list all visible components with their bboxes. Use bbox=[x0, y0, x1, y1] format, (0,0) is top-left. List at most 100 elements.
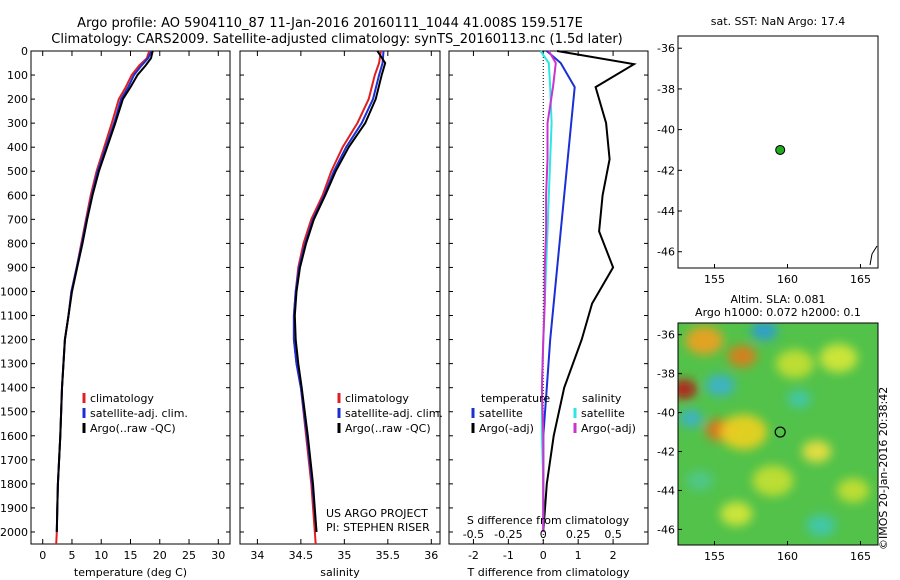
sst-title: sat. SST: NaN Argo: 17.4 bbox=[711, 15, 845, 28]
map-y-tick-label: -46 bbox=[657, 523, 675, 536]
legend-header-temperature: temperature bbox=[481, 392, 550, 405]
temperature-profile-legend-label: satellite-adj. clim. bbox=[90, 407, 188, 420]
s-axis-label: S difference from climatology bbox=[467, 514, 630, 527]
x-tick-label: 0 bbox=[39, 549, 46, 562]
map-x-tick-label: 155 bbox=[704, 550, 725, 563]
x-axis-label: salinity bbox=[320, 566, 360, 579]
x-tick-label: -1 bbox=[503, 549, 514, 562]
map-y-tick-label: -36 bbox=[657, 42, 675, 55]
x-tick-label: 30 bbox=[211, 549, 225, 562]
s-tick-label: 0.25 bbox=[566, 528, 591, 541]
pi-label: PI: STEPHEN RISER bbox=[326, 521, 430, 534]
map-x-tick-label: 160 bbox=[777, 550, 798, 563]
temperature-legend-label: Argo(-adj) bbox=[479, 422, 534, 435]
s-tick-label: -0.5 bbox=[463, 528, 484, 541]
y-tick-label: 100 bbox=[7, 69, 28, 82]
y-tick-label: 1600 bbox=[0, 430, 28, 443]
sla-anomaly-blob bbox=[750, 323, 778, 341]
copyright-text: ©IMOS 20-Jan-2016 20:38:42 bbox=[877, 387, 890, 550]
y-tick-label: 1400 bbox=[0, 382, 28, 395]
map-y-tick-label: -46 bbox=[657, 246, 675, 259]
sst-location-map-frame bbox=[677, 35, 879, 269]
x-tick-label: 15 bbox=[124, 549, 138, 562]
map-y-tick-label: -38 bbox=[657, 368, 675, 381]
x-axis-label: temperature (deg C) bbox=[74, 566, 187, 579]
y-tick-label: 200 bbox=[7, 93, 28, 106]
temperature-legend-label: satellite bbox=[479, 407, 523, 420]
salinity-profile-legend-label: climatology bbox=[345, 392, 409, 405]
difference-profile-panel: -2 -1 0 1 2 T difference from climatology -0.5… bbox=[448, 50, 649, 579]
sla-anomaly-blob bbox=[679, 409, 703, 428]
sla-anomaly-blob bbox=[787, 390, 811, 408]
s-tick-label: 0.5 bbox=[604, 528, 622, 541]
salinity-legend-label: Argo(-adj) bbox=[581, 422, 636, 435]
series-line-t-argo-adj- bbox=[542, 50, 637, 533]
x-tick-label: 34.5 bbox=[289, 549, 314, 562]
map-x-tick-label: 155 bbox=[704, 273, 725, 286]
map-y-tick-label: -42 bbox=[657, 446, 675, 459]
copyright-label: ©IMOS 20-Jan-2016 20:38:42 bbox=[877, 387, 890, 550]
y-tick-label: 1000 bbox=[0, 285, 28, 298]
map-y-tick-label: -36 bbox=[657, 329, 675, 342]
x-tick-label: 0 bbox=[540, 549, 547, 562]
salinity-profile-frame bbox=[239, 50, 441, 545]
x-tick-label: 2 bbox=[610, 549, 617, 562]
sst-profile-location bbox=[775, 144, 786, 155]
s-tick-label: 0 bbox=[540, 528, 547, 541]
sla-anomaly-blob bbox=[727, 345, 757, 368]
y-tick-label: 400 bbox=[7, 141, 28, 154]
y-tick-label: 1900 bbox=[0, 502, 28, 515]
sla-anomaly-blob bbox=[685, 326, 724, 355]
s-tick-label: -0.25 bbox=[494, 528, 522, 541]
y-tick-label: 500 bbox=[7, 165, 28, 178]
coastline bbox=[869, 245, 878, 266]
y-tick-label: 900 bbox=[7, 261, 28, 274]
map-x-tick-label: 165 bbox=[850, 273, 871, 286]
y-tick-label: 1300 bbox=[0, 358, 28, 371]
sla-anomaly-blob bbox=[837, 478, 870, 503]
map-y-tick-label: -40 bbox=[657, 407, 675, 420]
header-line1: Argo profile: AO 5904110_87 11-Jan-2016 … bbox=[77, 16, 583, 31]
y-tick-label: 1800 bbox=[0, 478, 28, 491]
x-tick-label: 10 bbox=[94, 549, 108, 562]
map-x-tick-label: 160 bbox=[777, 273, 798, 286]
y-tick-label: 1500 bbox=[0, 406, 28, 419]
y-tick-label: 600 bbox=[7, 189, 28, 202]
x-axis-label: T difference from climatology bbox=[467, 566, 630, 579]
temperature-profile-legend-label: climatology bbox=[90, 392, 154, 405]
header-line2: Climatology: CARS2009. Satellite-adjuste… bbox=[51, 32, 623, 47]
series-line-s-satellite bbox=[539, 50, 553, 532]
map-y-tick-label: -44 bbox=[657, 205, 675, 218]
sla-field bbox=[678, 323, 878, 545]
map-y-tick-label: -42 bbox=[657, 164, 675, 177]
sla-profile-location bbox=[774, 426, 786, 438]
sla-map-frame bbox=[677, 322, 879, 546]
x-tick-label: -2 bbox=[468, 549, 479, 562]
salinity-profile-legend-label: Argo(..raw -QC) bbox=[345, 422, 431, 435]
y-tick-label: 1100 bbox=[0, 310, 28, 323]
x-tick-label: 34 bbox=[250, 549, 264, 562]
sla-blobs bbox=[678, 323, 870, 537]
project-label: US ARGO PROJECT bbox=[326, 507, 428, 520]
sla-anomaly-blob bbox=[720, 414, 768, 450]
y-tick-label: 300 bbox=[7, 117, 28, 130]
sla-anomaly-blob bbox=[819, 343, 858, 373]
sla-anomaly-blob bbox=[705, 374, 735, 397]
sla-title-line1: Altim. SLA: 0.081 bbox=[730, 293, 825, 306]
temperature-profile-panel: 0 5 10 15 20 25 30 temperature (deg C) 0 100 200 30… bbox=[0, 45, 231, 579]
sla-anomaly-blob bbox=[775, 349, 814, 379]
map-x-tick-label: 165 bbox=[850, 550, 871, 563]
sst-location-map-panel: sat. SST: NaN Argo: 17.4 155 160 165 -36 -38 -… bbox=[657, 15, 879, 286]
y-tick-label: 700 bbox=[7, 213, 28, 226]
sla-anomaly-blob bbox=[752, 465, 794, 497]
map-y-tick-label: -44 bbox=[657, 484, 675, 497]
x-tick-label: 25 bbox=[182, 549, 196, 562]
sla-title-line2: Argo h1000: 0.072 h2000: 0.1 bbox=[695, 306, 861, 319]
series-line-s-argo-adj- bbox=[540, 50, 557, 532]
salinity-legend-label: satellite bbox=[581, 407, 625, 420]
salinity-profile-legend-label: satellite-adj. clim. bbox=[345, 407, 443, 420]
salinity-profile-panel: 34 34.5 35 35.5 36 salinity climatology satelli… bbox=[239, 50, 443, 579]
map-y-tick-label: -40 bbox=[657, 124, 675, 137]
sla-anomaly-blob bbox=[678, 379, 697, 400]
